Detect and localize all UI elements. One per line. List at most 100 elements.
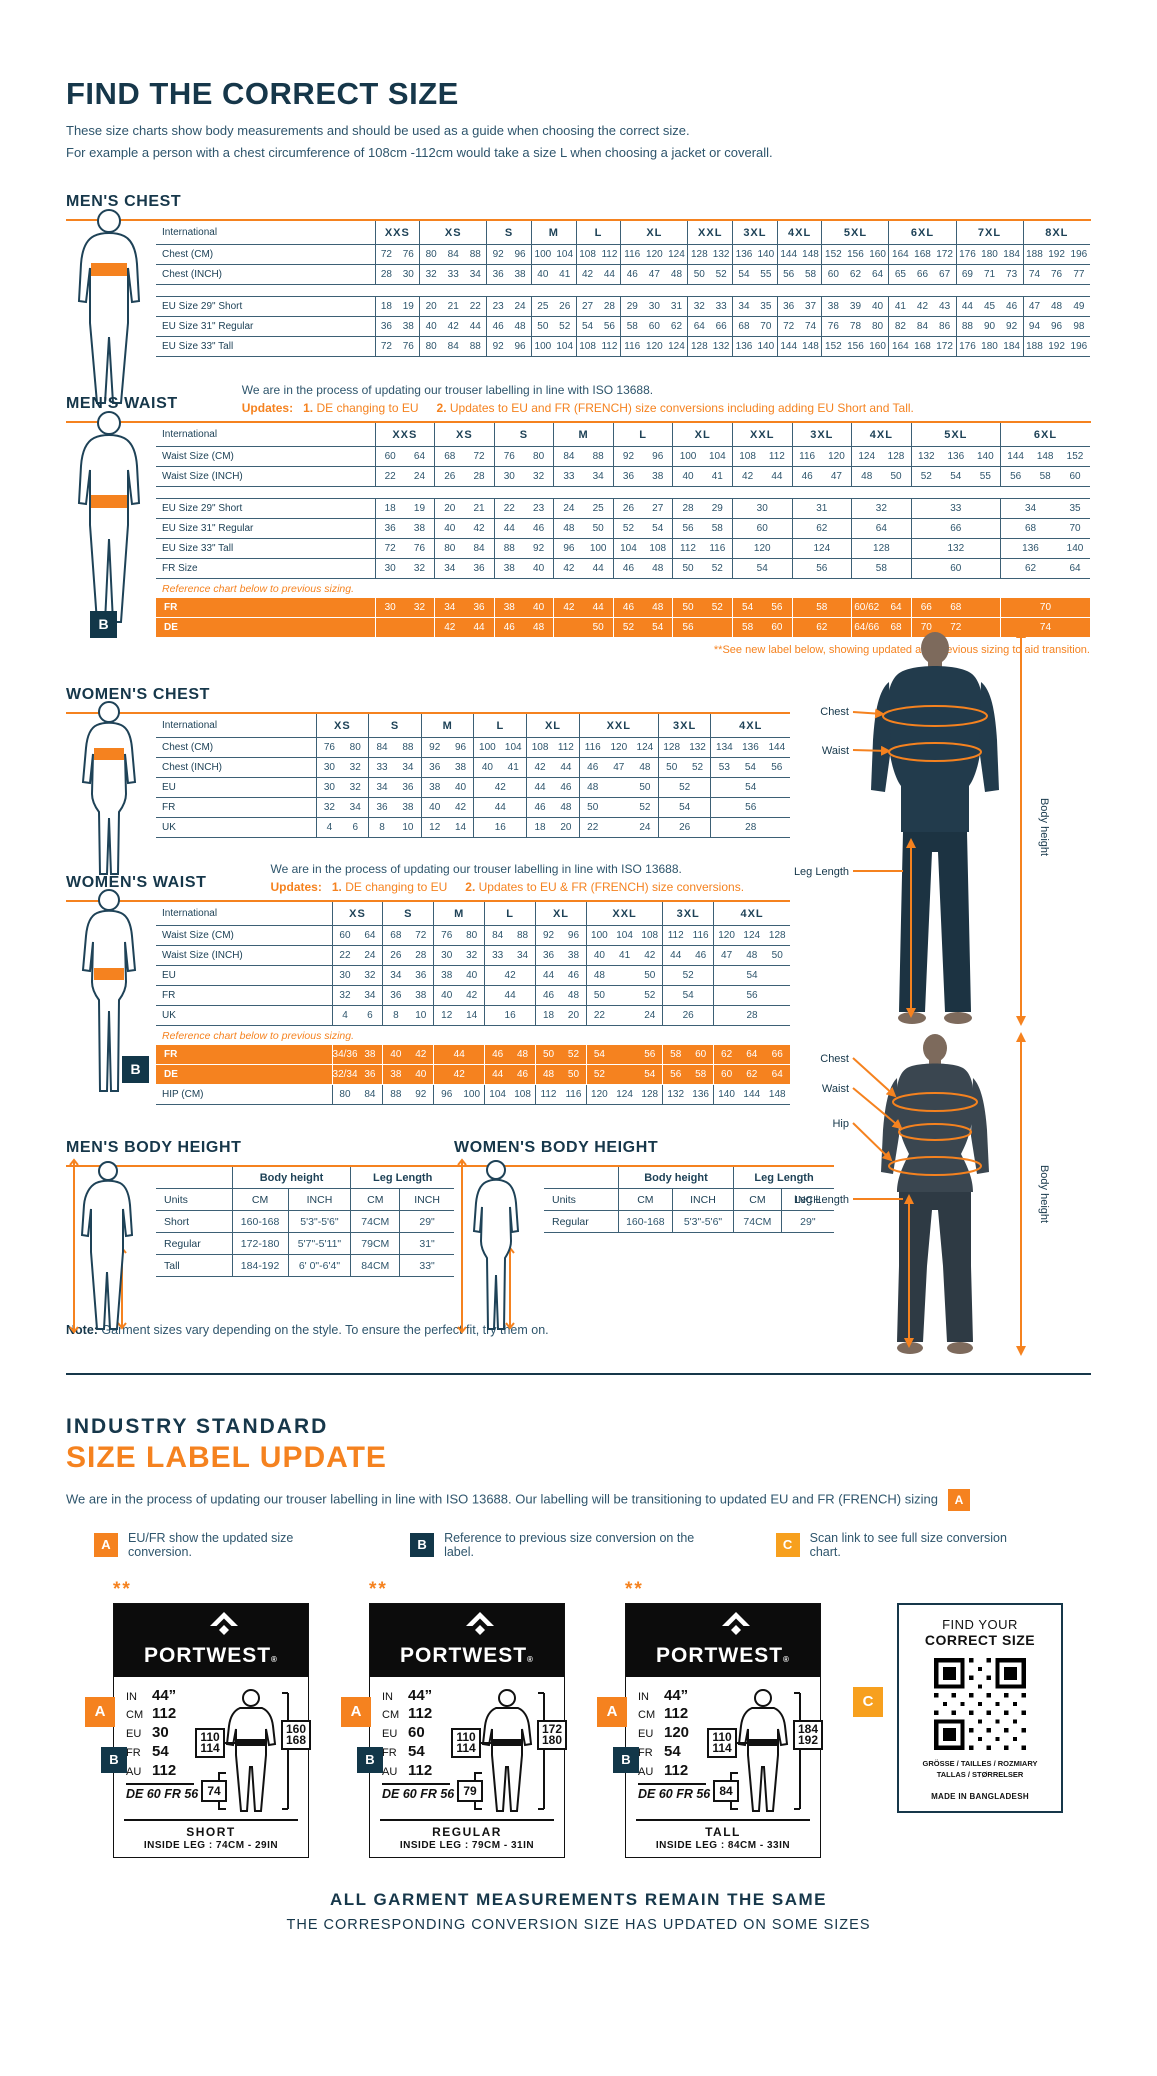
value-cell: 56 — [598, 316, 621, 337]
label-measure-row: AU 112 — [638, 1761, 689, 1779]
male-figure-icon — [77, 208, 141, 404]
size-header: XXS — [374, 422, 435, 447]
male-figure-icon — [77, 410, 141, 623]
badge-a: A — [85, 1696, 115, 1727]
label-figure-wrap: 110 114 160 168 74 — [194, 1687, 312, 1815]
footer: ALL GARMENT MEASUREMENTS REMAIN THE SAME… — [66, 1890, 1091, 1933]
value-cell: 38 — [433, 965, 460, 986]
value-cell — [553, 617, 584, 638]
garment-label: ** PORTWEST® IN 44” CM 112 EU 120 FR 54 AU 112 DE 60… — [597, 1579, 823, 1858]
value-cell: 120 — [643, 336, 666, 357]
value-cell: 48 — [851, 466, 882, 487]
value-cell: 44 — [464, 316, 487, 337]
value-cell: 192 — [1045, 336, 1068, 357]
value-cell: 40 — [382, 1044, 409, 1065]
value-cell: 108 — [643, 538, 673, 559]
womens-waist-notes: We are in the process of updating our tr… — [271, 862, 745, 894]
row-label: Chest (INCH) — [156, 757, 316, 778]
value-cell: 46 — [612, 597, 644, 618]
mens-chest-table-host: International XXS XS S M L XL XXL 3XL 4XL 5XL 6XL 7X… — [156, 220, 1091, 357]
value-cell: 38 — [404, 518, 435, 539]
value-cell: 48 — [643, 597, 673, 618]
row-label: Chest (CM) — [156, 244, 375, 265]
row-label: EU — [156, 965, 333, 986]
value-cell: 164 — [888, 244, 912, 265]
value-cell: 160-168 — [617, 1210, 673, 1233]
value-cell: 88 — [583, 446, 614, 467]
value-cell: 184 — [1000, 244, 1024, 265]
value-cell: 29" — [780, 1210, 834, 1233]
label-box: PORTWEST® IN 44” CM 112 EU 120 FR 54 AU 112 DE 60 F… — [625, 1602, 823, 1858]
value-cell: 128 — [687, 336, 711, 357]
value-cell: 60 — [374, 446, 405, 467]
value-cell: 77 — [1067, 264, 1091, 285]
value-cell: 27 — [575, 296, 599, 317]
iso-note: We are in the process of updating our tr… — [241, 382, 654, 397]
value-cell: 38 — [493, 597, 524, 618]
label-stars: ** — [113, 1578, 132, 1600]
value-cell: 54 — [662, 985, 714, 1006]
value-cell: 34 — [434, 558, 465, 579]
value-cell: 31" — [399, 1232, 454, 1255]
chest-label: Chest — [820, 1053, 849, 1065]
reference-note: Reference chart below to previous sizing… — [162, 1029, 355, 1042]
value-cell: 46 — [560, 965, 587, 986]
value-cell: 70 — [999, 597, 1090, 618]
value-cell: 48 — [535, 1064, 561, 1085]
value-cell: Regular — [156, 1232, 233, 1255]
value-cell: 58 — [662, 1044, 689, 1065]
orange-rule — [66, 1164, 454, 1167]
value-cell: 30 — [315, 777, 343, 798]
value-cell: 148 — [799, 244, 822, 265]
value-cell: 50 — [535, 1044, 561, 1065]
value-cell: 100 — [459, 1084, 485, 1105]
value-cell: 40 — [459, 965, 485, 986]
size-header: 4XL — [710, 713, 790, 738]
label-stars: ** — [369, 1578, 388, 1600]
value-cell: 22 — [585, 1005, 612, 1026]
value-cell: 19 — [397, 296, 420, 317]
value-cell: 35 — [1060, 498, 1090, 519]
value-cell: 44 — [583, 597, 614, 618]
table-row: Chest (INCH) 30 32 33 34 36 38 40 41 42 44 46 47 48 50… — [156, 757, 790, 778]
value-cell: 176 — [955, 244, 979, 265]
value-cell: 58 — [702, 518, 733, 539]
value-cell: 84 — [553, 446, 584, 467]
orange-rule — [66, 420, 1091, 423]
label-measurements: IN 44” CM 112 EU 30 FR 54 AU 112 DE 60 FR 56 — [126, 1687, 198, 1815]
value-cell: 26 — [553, 296, 577, 317]
value-cell: 68 — [732, 316, 755, 337]
value-cell: 42 — [637, 945, 663, 966]
value-cell: 28 — [408, 945, 434, 966]
size-header: L — [484, 901, 536, 926]
value-cell: 86 — [933, 316, 956, 337]
table-row: EU Size 29" Short 18 19 20 21 22 23 24 25 26 27 28 2… — [156, 296, 1091, 317]
qr-made-in: MADE IN BANGLADESH — [931, 1792, 1029, 1802]
value-cell: 100 — [585, 925, 612, 946]
badge-b: B — [613, 1746, 639, 1773]
value-cell: 104 — [553, 244, 577, 265]
value-cell: 64 — [881, 597, 912, 618]
value-cell: 184-192 — [231, 1254, 289, 1277]
waist-label: Waist — [822, 1083, 849, 1095]
qr-code — [934, 1657, 1026, 1750]
size-header: XL — [526, 713, 580, 738]
value-cell: 46 — [578, 757, 606, 778]
value-cell: 18 — [535, 1005, 561, 1026]
value-cell: 32 — [419, 264, 443, 285]
size-table: International XS S M L XL XXL 3XL 4XL Chest (CM) 7… — [156, 713, 790, 838]
inside-leg: INSIDE LEG : 79CM - 31IN — [399, 1839, 535, 1851]
table-row: DE 32/34 36 38 40 42 44 46 48 50 52 54 56 58 60 62 64 — [156, 1064, 790, 1085]
value-cell: 68 — [881, 617, 912, 638]
garment-label: ** PORTWEST® IN 44” CM 112 EU 60 FR 54 AU 112 DE 60 … — [341, 1578, 567, 1858]
unit-cell: INCH — [671, 1188, 734, 1211]
value-cell: 34/36 — [331, 1044, 358, 1065]
size-header: XXS — [374, 220, 420, 245]
table-row: Short 160-168 5'3"-5'6" 74CM 29" — [156, 1210, 454, 1233]
brand-name: PORTWEST® — [400, 1643, 534, 1667]
size-header-row: International XXS XS S M L XL XXL 3XL 4XL 5XL 6XL 7X… — [156, 220, 1091, 245]
value-cell: 48 — [510, 1044, 536, 1065]
value-cell: 18 — [374, 498, 405, 519]
value-cell: 94 — [1022, 316, 1046, 337]
value-cell: 82 — [888, 316, 912, 337]
